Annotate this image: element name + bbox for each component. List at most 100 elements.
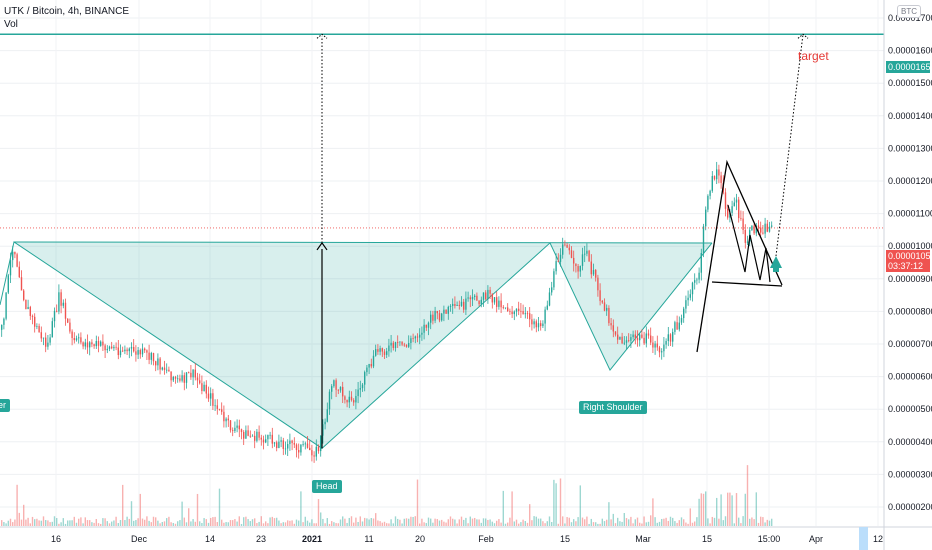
volume-bar — [9, 518, 12, 526]
candle-body — [29, 307, 31, 316]
volume-bar — [474, 517, 476, 526]
volume-bar — [280, 523, 282, 526]
volume-bar — [157, 520, 159, 526]
volume-bar — [324, 523, 326, 526]
volume-bar — [80, 517, 82, 526]
volume-bar — [438, 520, 441, 526]
candle-body — [705, 209, 707, 227]
candle-body — [628, 340, 630, 342]
candle-body — [91, 342, 93, 345]
candle-body — [432, 314, 434, 321]
candle-body — [610, 323, 612, 326]
volume-bar — [542, 521, 544, 526]
volume-bar — [650, 515, 652, 526]
candle-body — [625, 340, 628, 343]
candle-body — [502, 307, 504, 309]
candle-body — [287, 444, 289, 449]
y-tick-label: 0.00000400 — [888, 437, 932, 447]
candle-body — [419, 334, 421, 338]
candle-body — [271, 434, 273, 444]
y-tick-label: 0.00001000 — [888, 241, 932, 251]
x-tick-label: 15 — [702, 534, 712, 544]
volume-bar — [579, 485, 581, 526]
volume-bar — [557, 523, 559, 526]
volume-bar — [610, 519, 612, 526]
volume-bar — [430, 518, 432, 526]
volume-bar — [45, 520, 47, 526]
grid-lines — [0, 0, 884, 526]
volume-bar — [18, 512, 20, 526]
volume-bar — [738, 517, 740, 526]
volume-bar — [705, 491, 707, 526]
candle-body — [45, 337, 47, 347]
volume-bar — [762, 517, 764, 526]
x-tick-label: Feb — [478, 534, 494, 544]
volume-bar — [155, 517, 157, 526]
candle-body — [449, 305, 452, 307]
candle-body — [150, 353, 152, 360]
volume-bar — [117, 523, 119, 526]
volume-bar — [493, 523, 496, 526]
volume-bar — [126, 516, 128, 526]
x-tick-label: Dec — [131, 534, 148, 544]
candle-body — [766, 223, 768, 232]
volume-bar — [764, 522, 766, 526]
volume-bar — [584, 519, 586, 526]
volume-bar — [518, 523, 520, 526]
volume-bar — [152, 516, 155, 526]
candle-body — [119, 350, 122, 356]
volume-bar — [181, 501, 183, 526]
candle-body — [526, 313, 529, 315]
volume-bar — [645, 522, 647, 526]
candle-body — [232, 430, 234, 432]
volume-bar — [102, 518, 104, 526]
volume-bar — [749, 518, 751, 526]
candle-body — [273, 442, 276, 444]
candle-body — [469, 297, 471, 300]
volume-bar — [491, 521, 493, 526]
volume-bar — [113, 520, 115, 526]
volume-bar — [639, 522, 641, 526]
volume-bar — [238, 516, 240, 526]
volume-bar — [403, 518, 405, 526]
candle-body — [75, 338, 78, 341]
volume-bar — [122, 484, 124, 526]
candle-body — [133, 346, 135, 352]
volume-bar — [504, 523, 507, 526]
currency-button[interactable]: BTC — [897, 5, 921, 18]
candle-body — [139, 350, 141, 355]
volume-bar — [410, 516, 412, 526]
candle-body — [179, 378, 181, 381]
candle-body — [34, 316, 36, 327]
volume-bar — [69, 520, 71, 526]
candle-body — [315, 446, 317, 457]
candle-body — [155, 361, 157, 366]
volume-bar — [533, 516, 535, 526]
candle-body — [177, 378, 179, 380]
volume-bar — [669, 516, 672, 526]
y-tick-label: 0.00000800 — [888, 306, 932, 316]
volume-bar — [753, 519, 755, 526]
volume-bar — [91, 522, 93, 526]
volume-bar — [227, 522, 229, 526]
candle-body — [122, 350, 124, 352]
trend-drawings — [0, 33, 884, 449]
candle-body — [115, 346, 117, 348]
candle-body — [53, 310, 56, 322]
volume-bar — [326, 518, 328, 526]
candle-body — [744, 229, 746, 243]
candle-body — [482, 292, 485, 300]
candle-body — [639, 334, 641, 341]
volume-bar — [535, 516, 537, 526]
volume-bar — [540, 518, 542, 526]
candle-body — [86, 342, 89, 348]
volume-bar — [335, 523, 337, 526]
candle-body — [566, 244, 568, 248]
volume-bar — [683, 519, 685, 526]
candle-body — [331, 386, 333, 392]
candle-body — [764, 223, 766, 234]
volume-bar — [93, 522, 95, 526]
volume-bar — [205, 519, 207, 526]
candle-body — [650, 335, 652, 343]
